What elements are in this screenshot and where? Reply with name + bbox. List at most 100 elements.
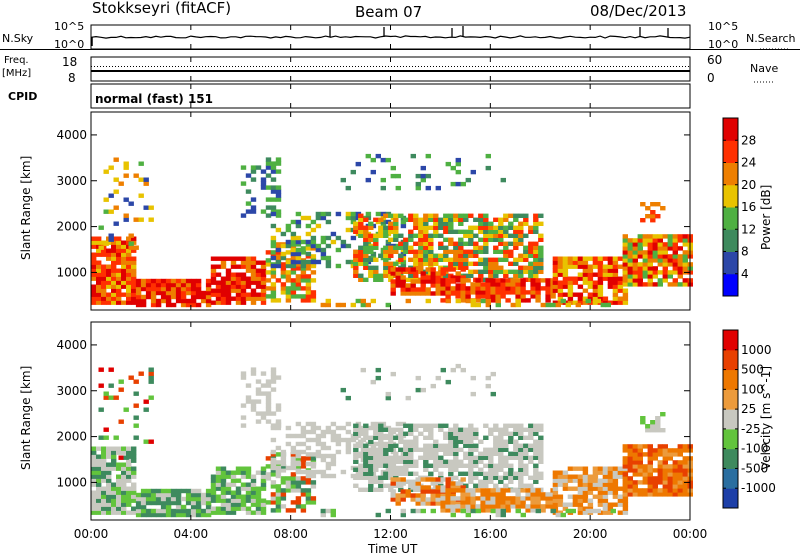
echo-cell [403,241,409,246]
echo-cell [463,249,469,254]
echo-cell [96,284,102,289]
echo-cell [270,165,277,170]
echo-cell [340,425,347,431]
echo-cell [388,431,394,436]
echo-cell [423,253,429,258]
echo-cell [210,474,217,479]
echo-cell [430,493,436,498]
echo-cell [458,427,464,432]
echo-cell [478,455,484,460]
echo-cell [655,416,661,421]
echo-cell [121,462,127,467]
echo-cell [642,282,648,287]
echo-cell [96,292,102,297]
echo-cell [483,451,489,456]
echo-cell [443,253,449,258]
echo-cell [388,229,394,234]
echo-cell [175,512,182,518]
echo-cell [403,443,409,448]
echo-cell [460,286,466,291]
echo-cell [420,271,426,276]
echo-cell [538,471,544,476]
echo-cell [420,173,426,179]
echo-cell [373,487,379,492]
x-tick-label: 00:00 [673,527,708,541]
echo-cell [453,229,459,234]
echo-cell [340,387,346,393]
echo-cell [121,510,127,515]
echo-cell [533,427,539,432]
echo-cell [180,508,187,514]
echo-cell [310,437,317,443]
echo-cell [375,367,381,373]
echo-cell [98,435,104,440]
echo-cell [245,173,252,178]
echo-cell [458,213,464,218]
echo-cell [225,510,232,515]
echo-cell [225,470,232,475]
echo-cell [540,492,546,497]
echo-cell [145,290,152,296]
echo-cell [453,245,459,250]
echo-cell [602,482,609,487]
echo-cell [530,508,536,513]
echo-cell [310,500,317,505]
echo-cell [230,470,237,475]
echo-cell [240,288,247,293]
echo-cell [240,272,247,277]
echo-cell [468,249,474,254]
echo-cell [270,508,277,513]
echo-cell [310,290,317,295]
echo-cell [433,467,439,472]
echo-cell [270,270,277,275]
echo-cell [398,427,404,432]
echo-cell [250,407,257,412]
echo-cell [215,272,222,277]
echo-cell [453,447,459,452]
echo-cell [330,453,337,459]
echo-cell [440,282,446,287]
echo-cell [111,296,117,301]
echo-cell [508,269,514,274]
echo-cell [265,456,272,461]
echo-cell [430,279,436,284]
noise-sky-label: N.Sky [2,32,34,45]
echo-cell [428,225,434,230]
echo-cell [190,512,197,518]
echo-cell [530,488,536,493]
echo-cell [398,253,404,258]
echo-cell [450,275,456,280]
echo-cell [260,181,267,186]
echo-cell [418,217,424,222]
echo-cell [458,241,464,246]
echo-cell [260,474,267,479]
echo-cell [215,510,222,515]
echo-cell [528,249,534,254]
echo-cell [395,421,402,427]
echo-cell [513,447,519,452]
echo-cell [305,452,312,457]
echo-cell [265,476,272,481]
echo-cell [400,497,406,502]
echo-cell [423,257,429,262]
echo-cell [358,487,364,492]
echo-cell [123,165,129,170]
echo-cell [582,264,589,269]
echo-cell [305,421,312,427]
echo-cell [260,383,267,388]
echo-cell [443,443,449,448]
echo-cell [498,459,504,464]
echo-cell [358,471,364,476]
echo-cell [285,227,292,233]
echo-cell [523,245,529,250]
echo-cell [340,302,346,308]
echo-cell [360,298,366,304]
echo-cell [413,253,419,258]
echo-cell [190,286,197,292]
echo-cell [160,298,167,304]
echo-cell [373,241,379,246]
echo-cell [205,508,212,514]
echo-cell [647,254,653,259]
echo-cell [418,423,424,428]
